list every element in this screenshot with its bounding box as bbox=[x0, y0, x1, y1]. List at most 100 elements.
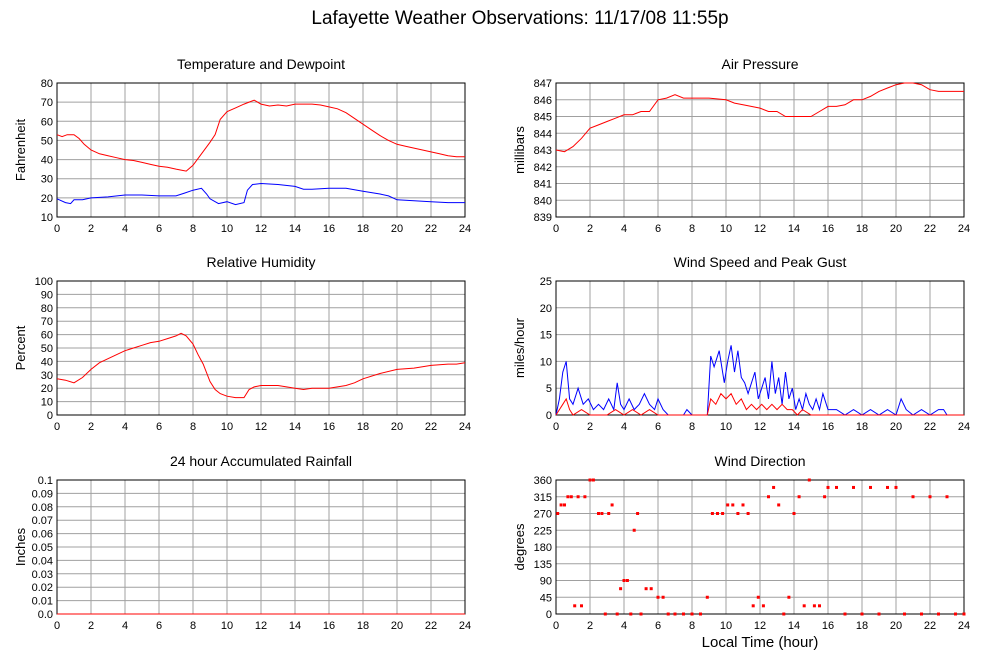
data-point bbox=[962, 612, 966, 616]
x-tick-label: 8 bbox=[689, 421, 695, 433]
data-point bbox=[802, 604, 806, 608]
chart-title: Wind Direction bbox=[714, 453, 805, 469]
series-line-1 bbox=[555, 392, 964, 416]
data-point bbox=[731, 503, 735, 507]
data-point bbox=[656, 595, 660, 599]
data-point bbox=[632, 528, 636, 532]
data-point bbox=[705, 595, 709, 599]
chart-panel-1: 0 2 4 6 8 10 12 14 16 18 20 22 248398408418428438448… bbox=[512, 56, 970, 235]
x-tick-label: 22 bbox=[425, 223, 437, 235]
x-tick-label: 8 bbox=[190, 421, 196, 433]
data-point bbox=[573, 604, 577, 608]
data-point bbox=[619, 587, 623, 591]
data-point bbox=[756, 595, 760, 599]
y-tick-label: 0.03 bbox=[32, 569, 53, 581]
x-tick-label: 14 bbox=[788, 223, 800, 235]
x-tick-label: 24 bbox=[459, 223, 471, 235]
x-tick-label: 4 bbox=[122, 421, 128, 433]
x-tick-label: 22 bbox=[924, 223, 936, 235]
data-point bbox=[777, 503, 781, 507]
data-point bbox=[600, 512, 604, 515]
data-point bbox=[721, 512, 725, 515]
x-tick-label: 2 bbox=[88, 421, 94, 433]
data-point bbox=[818, 604, 821, 608]
x-tick-label: 0 bbox=[553, 421, 559, 433]
y-tick-label: 90 bbox=[540, 576, 552, 588]
data-point bbox=[615, 612, 619, 616]
y-tick-label: 0.04 bbox=[32, 555, 53, 567]
data-point bbox=[741, 503, 745, 507]
y-tick-label: 70 bbox=[41, 316, 53, 328]
y-tick-label: 0 bbox=[546, 609, 552, 621]
x-tick-label: 14 bbox=[289, 223, 301, 235]
data-point bbox=[954, 612, 957, 616]
data-point bbox=[782, 612, 786, 616]
y-tick-label: 40 bbox=[41, 356, 53, 368]
data-point bbox=[588, 478, 592, 482]
data-point bbox=[911, 495, 915, 499]
chart-title: 24 hour Accumulated Rainfall bbox=[170, 453, 352, 469]
y-tick-label: 5 bbox=[546, 383, 552, 395]
data-point bbox=[772, 485, 776, 489]
data-point bbox=[928, 495, 932, 499]
x-tick-label: 6 bbox=[156, 620, 162, 632]
data-point bbox=[625, 579, 629, 582]
x-tick-label: 20 bbox=[890, 421, 902, 433]
x-tick-label: 4 bbox=[621, 223, 627, 235]
x-tick-label: 16 bbox=[323, 223, 335, 235]
y-tick-label: 0 bbox=[546, 410, 552, 422]
x-tick-label: 18 bbox=[856, 421, 868, 433]
y-tick-label: 847 bbox=[534, 78, 552, 90]
data-point bbox=[886, 485, 889, 489]
data-point bbox=[826, 485, 830, 489]
chart-panel-0: 0 2 4 6 8 10 12 14 16 18 20 22 241020304050607080Tem… bbox=[13, 56, 471, 235]
data-point bbox=[920, 612, 923, 616]
x-tick-label: 6 bbox=[156, 223, 162, 235]
page-title: Lafayette Weather Observations: 11/17/08… bbox=[311, 8, 729, 29]
data-point bbox=[894, 485, 898, 489]
y-tick-label: 60 bbox=[41, 116, 53, 128]
data-point bbox=[787, 595, 791, 599]
x-tick-label: 20 bbox=[890, 620, 902, 632]
plot-frame bbox=[555, 479, 965, 615]
data-point bbox=[644, 587, 648, 591]
y-axis-label: Inches bbox=[13, 527, 28, 566]
y-tick-label: 30 bbox=[41, 370, 53, 382]
data-point bbox=[576, 495, 580, 499]
data-point bbox=[566, 495, 570, 499]
y-tick-label: 0.01 bbox=[32, 596, 53, 608]
x-tick-label: 18 bbox=[856, 223, 868, 235]
data-point bbox=[937, 612, 940, 616]
y-tick-label: 0 bbox=[47, 410, 53, 422]
x-tick-label: 6 bbox=[655, 421, 661, 433]
y-tick-label: 846 bbox=[534, 95, 552, 107]
data-point bbox=[812, 604, 816, 608]
data-point bbox=[591, 478, 595, 482]
x-tick-label: 2 bbox=[587, 620, 593, 632]
data-point bbox=[699, 612, 702, 616]
x-tick-label: 16 bbox=[822, 223, 834, 235]
data-point bbox=[569, 495, 573, 499]
y-tick-label: 50 bbox=[41, 343, 53, 355]
data-point bbox=[767, 495, 770, 499]
x-tick-label: 14 bbox=[289, 620, 301, 632]
y-axis-label: Fahrenheit bbox=[13, 119, 28, 182]
x-tick-label: 6 bbox=[156, 421, 162, 433]
x-tick-label: 24 bbox=[958, 223, 970, 235]
y-tick-label: 841 bbox=[534, 179, 552, 191]
x-tick-label: 16 bbox=[323, 421, 335, 433]
data-point bbox=[583, 495, 587, 499]
chart-panel-5: 0 2 4 6 8 10 12 14 16 18 20 22 240459013518022527031… bbox=[512, 453, 970, 632]
x-tick-label: 10 bbox=[221, 223, 233, 235]
y-tick-label: 360 bbox=[534, 475, 552, 487]
y-tick-label: 20 bbox=[540, 303, 552, 315]
y-axis-label: degrees bbox=[512, 523, 527, 570]
y-tick-label: 0.02 bbox=[32, 582, 53, 594]
x-tick-label: 20 bbox=[890, 223, 902, 235]
y-tick-label: 845 bbox=[534, 112, 552, 124]
chart-title: Temperature and Dewpoint bbox=[177, 56, 345, 72]
x-tick-label: 24 bbox=[459, 620, 471, 632]
y-tick-label: 839 bbox=[534, 212, 552, 224]
